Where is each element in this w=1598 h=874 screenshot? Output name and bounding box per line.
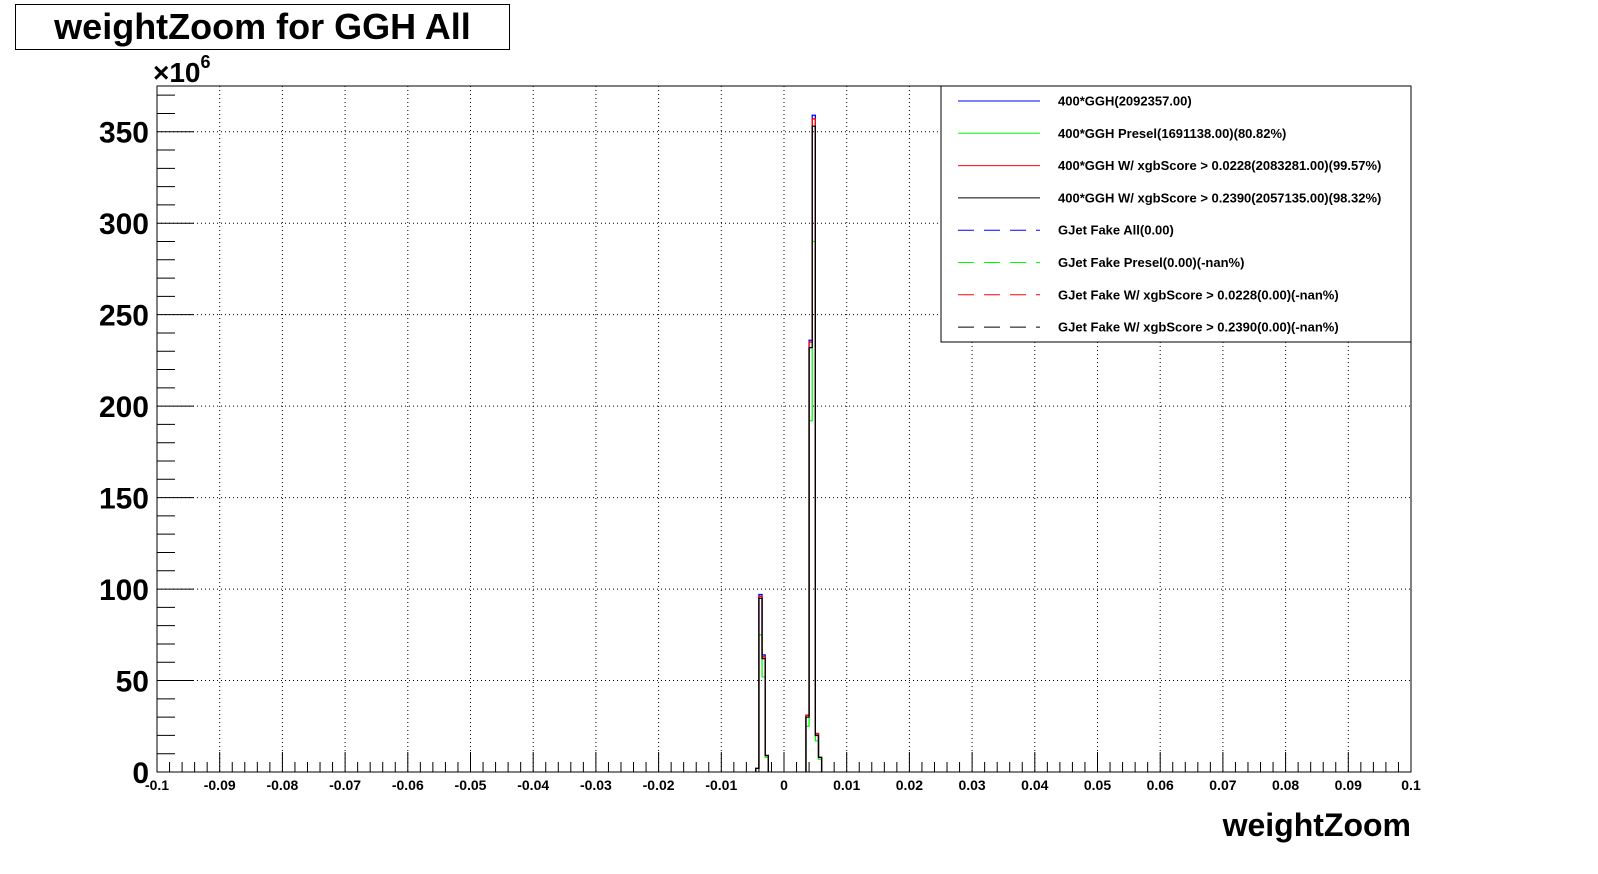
histogram-series [755, 114, 823, 772]
legend-box [940, 85, 1412, 343]
x-tick-label: -0.08 [266, 777, 298, 793]
x-tick-label: 0.03 [958, 777, 985, 793]
y-multiplier-label: ×106 [153, 52, 211, 88]
y-tick-label: 0 [132, 757, 149, 790]
x-tick-label: 0.1 [1401, 777, 1421, 793]
x-tick-label: 0.01 [833, 777, 860, 793]
y-tick-label: 350 [99, 117, 149, 150]
x-tick-label: -0.07 [329, 777, 361, 793]
y-tick-label: 150 [99, 483, 149, 516]
legend-entry-label: GJet Fake Presel(0.00)(-nan%) [1058, 255, 1244, 270]
x-tick-label: -0.1 [145, 777, 169, 793]
y-tick-label: 200 [99, 391, 149, 424]
chart-title: weightZoom for GGH All [54, 6, 471, 47]
axes: -0.1 -0.09 -0.08 -0.07 -0.06 -0.05 -0.04 -0.03 -… [99, 94, 1421, 793]
x-tick-label: -0.04 [517, 777, 549, 793]
y-tick-label: 250 [99, 300, 149, 333]
x-tick-label: 0.04 [1021, 777, 1048, 793]
legend-entry-label: 400*GGH(2092357.00) [1058, 94, 1192, 109]
x-tick-label: -0.01 [705, 777, 737, 793]
chart-title-box: weightZoom for GGH All [15, 4, 510, 50]
y-tick-label: 50 [116, 666, 149, 699]
x-axis-label: weightZoom [1222, 807, 1411, 843]
x-tick-label: -0.03 [580, 777, 612, 793]
x-tick-label: -0.02 [643, 777, 675, 793]
x-tick-label: -0.05 [455, 777, 487, 793]
x-tick-label: 0.08 [1272, 777, 1299, 793]
y-tick-label: 300 [99, 208, 149, 241]
x-tick-label: 0.09 [1335, 777, 1362, 793]
legend-entry-label: GJet Fake W/ xgbScore > 0.0228(0.00)(-na… [1058, 287, 1339, 302]
x-tick-label: 0 [780, 777, 788, 793]
legend-entry-label: GJet Fake W/ xgbScore > 0.2390(0.00)(-na… [1058, 320, 1339, 335]
legend-entry-label: 400*GGH W/ xgbScore > 0.2390(2057135.00)… [1058, 190, 1381, 205]
x-tick-label: -0.06 [392, 777, 424, 793]
histogram-line [755, 125, 823, 772]
x-tick-label: -0.09 [204, 777, 236, 793]
y-tick-label: 100 [99, 574, 149, 607]
x-tick-label: 0.05 [1084, 777, 1111, 793]
x-tick-label: 0.02 [896, 777, 923, 793]
legend-entry-label: GJet Fake All(0.00) [1058, 223, 1174, 238]
legend-entry-label: 400*GGH W/ xgbScore > 0.0228(2083281.00)… [1058, 158, 1381, 173]
x-tick-label: 0.07 [1209, 777, 1236, 793]
x-tick-label: 0.06 [1147, 777, 1174, 793]
legend: 400*GGH(2092357.00) 400*GGH Presel(169113… [940, 85, 1412, 343]
legend-entry-label: 400*GGH Presel(1691138.00)(80.82%) [1058, 126, 1286, 141]
